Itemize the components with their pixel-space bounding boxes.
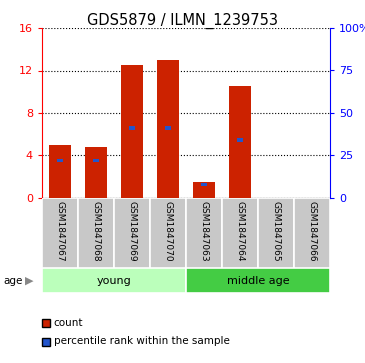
Text: middle age: middle age xyxy=(227,276,289,286)
Bar xyxy=(294,198,330,268)
Text: percentile rank within the sample: percentile rank within the sample xyxy=(54,336,230,346)
Bar xyxy=(121,65,143,198)
Bar xyxy=(42,268,186,293)
Bar xyxy=(222,198,258,268)
Text: young: young xyxy=(97,276,131,286)
Bar xyxy=(186,268,330,293)
Text: GSM1847064: GSM1847064 xyxy=(235,201,245,262)
Text: age: age xyxy=(4,276,23,286)
Bar xyxy=(150,198,186,268)
Text: count: count xyxy=(54,318,83,328)
Text: GSM1847069: GSM1847069 xyxy=(127,201,137,262)
Text: GDS5879 / ILMN_1239753: GDS5879 / ILMN_1239753 xyxy=(87,13,278,29)
Text: GSM1847066: GSM1847066 xyxy=(307,201,316,262)
Text: GSM1847070: GSM1847070 xyxy=(164,201,173,262)
Text: GSM1847063: GSM1847063 xyxy=(200,201,208,262)
Bar xyxy=(229,86,251,198)
Bar xyxy=(129,126,135,130)
Bar xyxy=(201,183,207,186)
Text: ▶: ▶ xyxy=(25,276,33,286)
Bar xyxy=(85,147,107,198)
Bar xyxy=(186,198,222,268)
Text: GSM1847067: GSM1847067 xyxy=(55,201,65,262)
Bar xyxy=(165,126,171,130)
Bar xyxy=(193,182,215,198)
Bar xyxy=(49,145,71,198)
Bar xyxy=(258,198,294,268)
Bar xyxy=(157,60,179,198)
Bar xyxy=(114,198,150,268)
Text: GSM1847065: GSM1847065 xyxy=(272,201,280,262)
Text: GSM1847068: GSM1847068 xyxy=(92,201,100,262)
Bar xyxy=(237,138,243,142)
Bar xyxy=(57,159,63,163)
Bar xyxy=(93,159,99,163)
Bar xyxy=(42,198,78,268)
Bar xyxy=(78,198,114,268)
